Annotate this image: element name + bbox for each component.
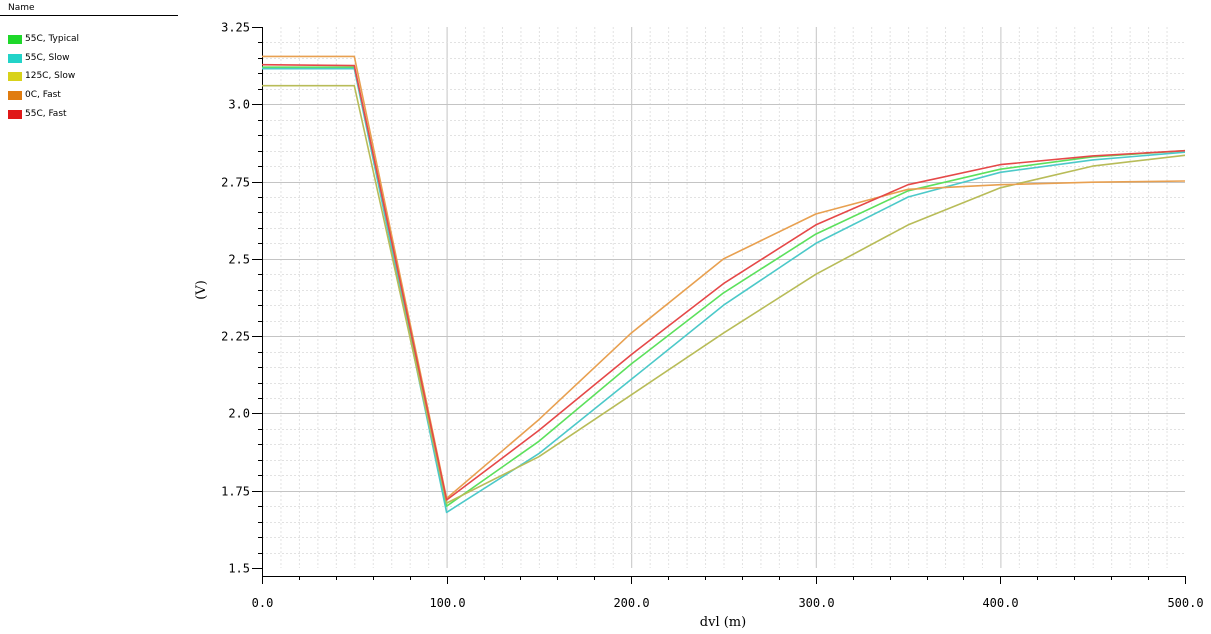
x-axis-title: dvl (m) [700,615,746,630]
y-tick-labels: 1.5 1.75 2.0 2.25 2.5 2.75 3.0 3.25 [221,21,250,576]
y-tick-label: 1.5 [228,562,250,576]
x-tick-label: 400.0 [982,596,1018,610]
series-line-0c-fast[interactable] [262,55,1186,500]
series-lines[interactable] [261,55,1186,514]
y-tick-label: 2.5 [228,253,250,267]
y-tick-label: 2.0 [228,407,250,421]
x-tick-label: 100.0 [429,596,465,610]
legend-item-55c-fast[interactable]: 55C, Fast [8,107,67,121]
x-tick-label: 200.0 [613,596,649,610]
x-tick-labels: 0.0 100.0 200.0 300.0 400.0 500.0 [252,596,1204,610]
legend-label: 55C, Typical [25,34,80,44]
legend-swatch [8,34,22,44]
y-tick-label: 3.25 [221,21,250,35]
y-axis-title: (V) [194,280,209,300]
axes [252,27,1186,584]
legend-label: 125C, Slow [25,71,76,81]
y-tick-label: 2.25 [221,330,250,344]
x-tick-label: 500.0 [1167,596,1203,610]
legend-label: 55C, Fast [25,109,67,119]
legend-swatch [8,71,22,81]
legend-item-55c-typical[interactable]: 55C, Typical [8,32,79,46]
series-line-55c-typical[interactable] [262,66,1186,508]
y-tick-label: 2.75 [221,176,250,190]
legend-label: 55C, Slow [25,53,70,63]
y-tick-label: 1.75 [221,485,250,499]
legend-swatch [8,109,22,119]
series-line-55c-fast[interactable] [261,63,1186,501]
series-line-125c-slow[interactable] [262,84,1186,504]
x-tick-label: 0.0 [252,596,274,610]
legend-item-0c-fast[interactable]: 0C, Fast [8,88,61,102]
legend-swatch [8,53,22,63]
legend: Name 55C, Typical 55C, Slow 125C, Slow 0… [0,0,178,119]
y-tick-label: 3.0 [228,98,250,112]
legend-item-55c-slow[interactable]: 55C, Slow [8,51,70,65]
legend-header: Name [0,0,178,16]
legend-label: 0C, Fast [25,90,61,100]
x-tick-label: 300.0 [798,596,834,610]
legend-item-125c-slow[interactable]: 125C, Slow [8,69,75,83]
legend-swatch [8,90,22,100]
